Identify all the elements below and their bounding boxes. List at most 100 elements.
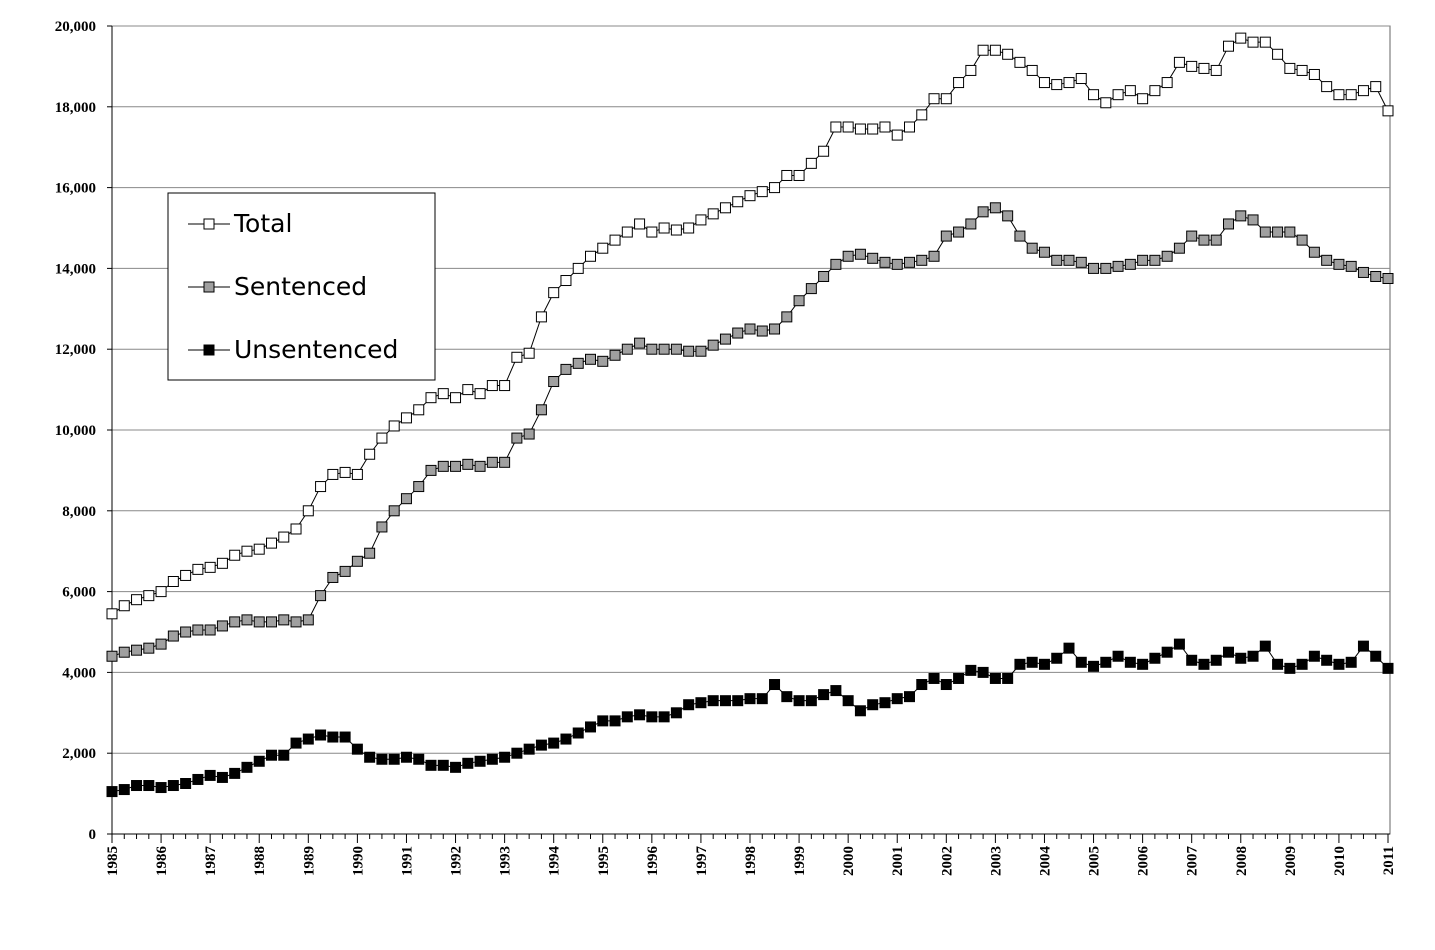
marker: [1198, 234, 1210, 246]
marker: [143, 780, 155, 792]
marker: [1161, 250, 1173, 262]
marker: [1308, 650, 1320, 662]
marker: [499, 751, 511, 763]
marker: [266, 749, 277, 761]
marker: [1173, 56, 1185, 68]
marker: [830, 685, 842, 697]
marker: [658, 222, 670, 234]
marker: [155, 638, 167, 650]
marker: [118, 784, 130, 796]
marker: [1210, 654, 1222, 666]
marker: [940, 679, 952, 691]
marker: [1063, 642, 1075, 654]
marker: [1100, 97, 1112, 109]
marker: [400, 751, 412, 763]
marker: [756, 693, 768, 705]
marker: [965, 64, 977, 76]
marker: [1075, 256, 1087, 268]
x-tick-label: 1989: [301, 846, 317, 876]
legend-marker: [203, 218, 215, 230]
marker: [842, 250, 854, 262]
marker: [155, 782, 167, 794]
marker: [1333, 258, 1345, 270]
marker: [523, 347, 535, 359]
marker: [1112, 650, 1124, 662]
marker: [167, 780, 179, 792]
marker: [597, 242, 609, 254]
legend-marker: [203, 344, 215, 356]
marker: [388, 753, 400, 765]
marker: [854, 123, 866, 135]
marker: [805, 283, 817, 295]
marker: [1272, 48, 1284, 60]
marker: [830, 121, 842, 133]
marker: [1002, 210, 1014, 222]
marker: [695, 214, 707, 226]
marker: [879, 697, 891, 709]
marker: [1223, 646, 1234, 658]
marker: [1296, 234, 1308, 246]
y-tick-label: 18,000: [55, 100, 96, 116]
marker: [658, 711, 670, 723]
marker: [474, 755, 486, 767]
marker: [1382, 105, 1394, 117]
marker: [879, 121, 891, 133]
marker: [180, 626, 192, 638]
marker: [670, 707, 682, 719]
marker: [769, 323, 781, 335]
marker: [486, 456, 498, 468]
marker: [1014, 230, 1026, 242]
marker: [535, 404, 547, 416]
marker: [1075, 73, 1087, 85]
marker: [977, 666, 989, 678]
marker: [302, 614, 314, 626]
marker: [953, 226, 965, 238]
marker: [1259, 640, 1271, 652]
marker: [1124, 258, 1136, 270]
marker: [1100, 656, 1112, 668]
x-tick-label: 1988: [252, 846, 268, 876]
marker: [1161, 77, 1173, 89]
marker: [180, 778, 192, 789]
marker: [1321, 654, 1333, 666]
marker: [793, 295, 805, 307]
x-tick-label: 1996: [645, 846, 661, 877]
x-tick-label: 1985: [105, 846, 121, 876]
marker: [413, 481, 425, 493]
marker: [376, 521, 388, 533]
marker: [867, 699, 879, 711]
marker: [302, 733, 314, 745]
marker: [1173, 638, 1185, 650]
marker: [425, 392, 437, 404]
marker: [400, 493, 412, 505]
marker: [388, 420, 400, 432]
marker: [1198, 658, 1210, 670]
marker: [351, 743, 363, 755]
marker: [744, 693, 756, 705]
marker: [1063, 254, 1075, 266]
marker: [462, 458, 474, 470]
marker: [376, 753, 388, 765]
marker: [106, 650, 118, 662]
marker: [437, 460, 449, 472]
marker: [1357, 85, 1369, 97]
marker: [229, 767, 241, 779]
y-tick-label: 8,000: [62, 504, 96, 520]
marker: [940, 93, 952, 105]
marker: [793, 695, 805, 707]
marker: [781, 691, 793, 703]
marker: [609, 715, 621, 727]
marker: [719, 333, 731, 345]
marker: [229, 616, 241, 628]
marker: [1308, 246, 1320, 258]
marker: [572, 262, 584, 274]
marker: [1186, 654, 1198, 666]
marker: [781, 311, 793, 323]
marker: [327, 468, 339, 480]
marker: [388, 505, 400, 517]
marker: [928, 250, 940, 262]
marker: [916, 679, 928, 691]
marker: [891, 693, 903, 705]
marker: [707, 695, 719, 707]
